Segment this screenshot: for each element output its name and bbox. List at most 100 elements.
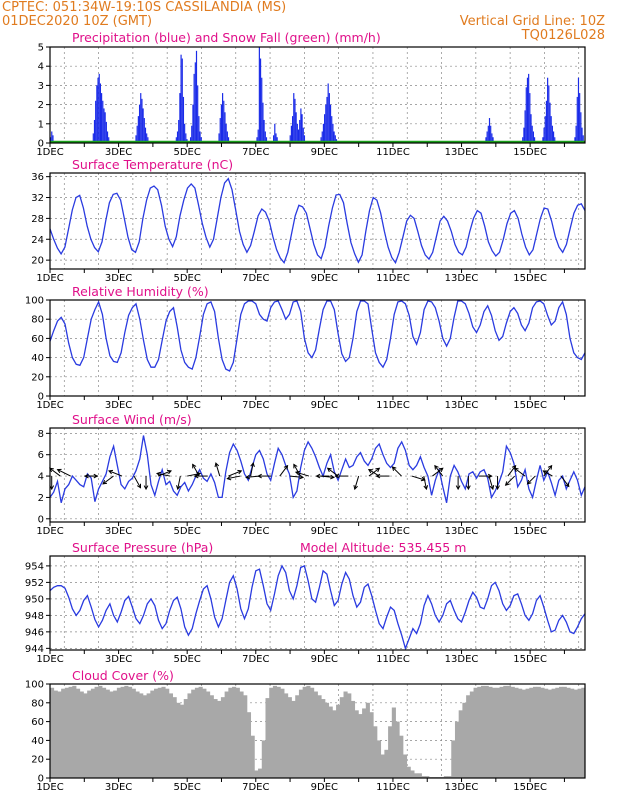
wind-arrow <box>250 462 254 477</box>
precip-bar <box>273 135 275 143</box>
cloud-bar <box>187 693 192 778</box>
wind-arrow-head <box>250 462 255 468</box>
precip-bar <box>321 131 323 143</box>
wind-arrow <box>228 470 242 477</box>
y-tick-label: 954 <box>25 561 44 572</box>
precip-bar <box>333 131 335 143</box>
wind-arrow <box>423 475 427 490</box>
panel-title-wind: Surface Wind (m/s) <box>72 412 192 427</box>
x-tick-label: 3DEC <box>105 273 132 284</box>
precip-bar <box>52 135 54 143</box>
y-tick-label: 20 <box>31 372 44 383</box>
x-tick-label: 11DEC <box>376 526 410 537</box>
cloud-bar <box>529 687 534 778</box>
precip-bar <box>329 104 332 143</box>
precip-bar <box>320 137 322 143</box>
cloud-bar <box>570 688 575 778</box>
series-line-pres <box>49 564 586 651</box>
wind-arrow-head <box>108 469 114 475</box>
series-line-temp <box>49 177 586 265</box>
cloud-bar <box>484 685 489 778</box>
cloud-bar <box>566 687 571 778</box>
wind-arrow-head <box>438 467 444 473</box>
precip-bar <box>550 116 552 143</box>
cloud-bar <box>328 706 333 778</box>
precip-bar <box>275 133 277 143</box>
wind-arrow-head <box>226 475 232 481</box>
cloud-bar <box>555 687 560 778</box>
x-tick-label: 5DEC <box>173 400 200 411</box>
precip-bar <box>487 125 489 143</box>
cloud-bar <box>525 688 530 778</box>
wind-arrow <box>488 475 494 490</box>
cloud-bar <box>380 754 385 778</box>
cloud-bar <box>473 687 478 778</box>
panel-title-cloud: Cloud Cover (%) <box>72 668 174 683</box>
precip-bar <box>197 85 199 143</box>
wind-arrow-head <box>237 469 243 475</box>
cloud-bar <box>213 699 218 778</box>
precip-bar <box>263 119 265 143</box>
cloud-bar <box>324 702 330 778</box>
x-tick-label: 5DEC <box>173 273 200 284</box>
cloud-bar <box>146 693 151 778</box>
precip-bar <box>554 137 556 143</box>
cloud-bar <box>276 686 281 778</box>
cloud-bar <box>109 691 114 778</box>
precip-bar <box>492 137 494 143</box>
cloud-bar <box>347 693 352 778</box>
x-tick-label: 9DEC <box>311 273 338 284</box>
wind-arrow-head <box>375 467 381 473</box>
y-tick-label: 60 <box>31 334 44 345</box>
cloud-bar <box>239 691 244 778</box>
precip-bar <box>176 131 179 143</box>
precip-bar <box>331 116 333 143</box>
precip-bar <box>490 125 492 143</box>
cloud-bar <box>72 685 77 778</box>
cloud-bar <box>83 693 88 778</box>
y-tick-label: 3 <box>38 81 44 92</box>
wind-arrow <box>411 475 425 481</box>
precip-bar <box>101 93 103 143</box>
precip-bar <box>547 77 549 143</box>
precip-bar <box>184 123 186 143</box>
cloud-bar <box>339 697 344 778</box>
cloud-bar <box>391 707 396 778</box>
precip-bar <box>192 104 194 143</box>
panel-title-precip: Precipitation (blue) and Snow Fall (gree… <box>72 30 381 45</box>
cloud-bar <box>202 688 207 778</box>
panel-wind: Surface Wind (m/s) 0 2 4 6 8 1DEC 3DEC 5DEC 7DEC 9… <box>36 412 586 537</box>
precip-bar <box>532 131 534 143</box>
x-tick-label: 11DEC <box>376 400 410 411</box>
precip-bar <box>293 93 295 143</box>
cloud-bar <box>142 695 147 778</box>
precip-bar <box>301 114 303 143</box>
x-tick-label: 3DEC <box>105 400 132 411</box>
precip-bar <box>531 125 533 143</box>
precip-bar <box>297 129 300 143</box>
cloud-bar <box>224 691 229 778</box>
series-line-rh <box>49 300 586 372</box>
x-tick-label: 11DEC <box>376 782 410 793</box>
wind-arrow-head <box>504 481 510 486</box>
panel-temp: Surface Temperature (nC) 20 24 28 32 36 1DEC 3D… <box>31 157 586 284</box>
x-tick-label: 5DEC <box>173 147 200 158</box>
precip-bar <box>581 127 583 143</box>
y-tick-label: 944 <box>25 644 44 655</box>
precip-bar <box>195 50 198 144</box>
precip-bar <box>227 137 230 143</box>
wind-arrow <box>102 475 114 485</box>
cloud-bar <box>462 702 467 778</box>
wind-arrow <box>432 467 444 477</box>
precip-bar <box>575 125 577 143</box>
precip-bar <box>224 112 226 143</box>
wind-arrow <box>507 465 517 477</box>
cloud-bar <box>250 735 255 778</box>
x-tick-label: 5DEC <box>173 782 200 793</box>
precip-bar <box>226 131 228 143</box>
series-line-wind <box>49 435 586 503</box>
cloud-bar <box>410 770 415 778</box>
wind-arrow-head <box>423 485 429 491</box>
precip-bar <box>577 77 580 143</box>
precip-bar <box>223 100 225 143</box>
